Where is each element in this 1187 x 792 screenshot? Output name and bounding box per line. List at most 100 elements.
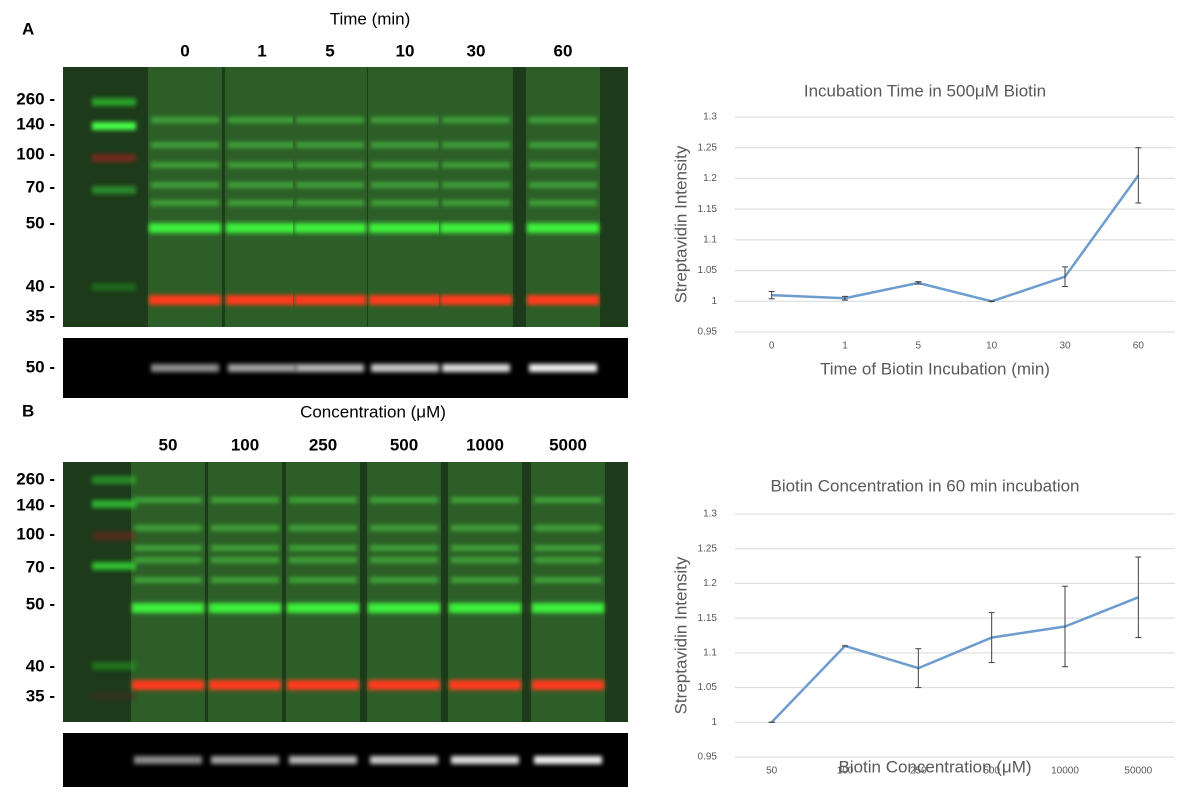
band <box>226 295 298 305</box>
chart-title: Biotin Concentration in 60 min incubatio… <box>770 476 1079 495</box>
lane <box>148 67 222 327</box>
band <box>368 680 440 690</box>
x-tick-label: 10 <box>986 341 998 352</box>
band <box>451 497 519 503</box>
loading-band <box>529 364 597 372</box>
lane <box>367 462 441 722</box>
marker-label: 70 - <box>26 557 55 576</box>
band <box>369 295 441 305</box>
marker-label: 50 - <box>26 213 55 232</box>
loading-band <box>370 756 438 764</box>
band <box>296 200 364 206</box>
y-tick-label: 1.3 <box>703 509 717 520</box>
band <box>228 182 296 188</box>
lane-label: 100 <box>231 435 259 454</box>
y-axis-label: Streptavidin Intensity <box>671 556 690 714</box>
y-tick-label: 0.95 <box>698 327 718 338</box>
x-tick-label: 10000 <box>1051 766 1079 777</box>
lane-label: 5000 <box>549 435 587 454</box>
band <box>289 525 357 531</box>
marker-label: 50 - <box>26 357 55 376</box>
band <box>289 545 357 551</box>
band <box>440 223 512 233</box>
ladder-band <box>92 186 136 194</box>
lane-label: 5 <box>325 41 334 60</box>
band <box>370 557 438 563</box>
lane <box>531 462 605 722</box>
band <box>534 557 602 563</box>
ladder-band <box>92 692 136 700</box>
band <box>211 497 279 503</box>
error-bar <box>1062 266 1068 288</box>
x-axis-label: Biotin Concentration (μM) <box>838 757 1031 776</box>
band <box>289 577 357 583</box>
y-tick-label: 1.25 <box>698 543 718 554</box>
x-axis-label: Time of Biotin Incubation (min) <box>820 359 1050 378</box>
loading-band <box>442 364 510 372</box>
loading-band <box>134 756 202 764</box>
band <box>371 117 439 123</box>
loading-band <box>151 364 219 372</box>
band <box>228 162 296 168</box>
band <box>369 223 441 233</box>
x-tick-label: 1 <box>842 341 848 352</box>
x-tick-label: 50 <box>766 766 778 777</box>
band <box>532 603 604 613</box>
error-bar <box>768 290 775 300</box>
band <box>228 200 296 206</box>
band <box>134 557 202 563</box>
y-tick-label: 1.1 <box>703 234 717 245</box>
band <box>149 223 221 233</box>
band <box>134 577 202 583</box>
band <box>370 525 438 531</box>
y-tick-label: 1.15 <box>698 204 718 215</box>
blot-title: Time (min) <box>330 9 411 28</box>
band <box>442 117 510 123</box>
loading-band <box>371 364 439 372</box>
band <box>527 223 599 233</box>
x-tick-label: 30 <box>1059 341 1071 352</box>
error-bar <box>1135 556 1142 639</box>
y-tick-label: 1.3 <box>703 112 717 123</box>
y-axis-label: Streptavidin Intensity <box>671 145 690 303</box>
band <box>451 525 519 531</box>
lane-label: 1000 <box>466 435 504 454</box>
marker-label: 70 - <box>26 177 55 196</box>
blot-title: Concentration (μM) <box>300 402 446 421</box>
lane-label: 1 <box>257 41 266 60</box>
y-tick-label: 1.25 <box>698 142 718 153</box>
lane <box>286 462 360 722</box>
band <box>294 295 366 305</box>
marker-label: 50 - <box>26 594 55 613</box>
error-bar <box>988 612 995 664</box>
band <box>532 680 604 690</box>
lane-label: 50 <box>159 435 178 454</box>
marker-label: 40 - <box>26 276 55 295</box>
loading-band <box>296 364 364 372</box>
band <box>440 295 512 305</box>
marker-label: 35 - <box>26 306 55 325</box>
band <box>371 162 439 168</box>
band <box>134 525 202 531</box>
lane-label: 0 <box>180 41 189 60</box>
y-tick-label: 1 <box>711 717 717 728</box>
lane-label: 30 <box>467 41 486 60</box>
x-tick-label: 5 <box>916 341 922 352</box>
loading-band <box>228 364 296 372</box>
lane <box>293 67 367 327</box>
band <box>209 603 281 613</box>
marker-label: 140 - <box>16 495 55 514</box>
band <box>151 117 219 123</box>
marker-label: 140 - <box>16 114 55 133</box>
band <box>370 577 438 583</box>
ladder-band <box>92 98 136 106</box>
band <box>534 525 602 531</box>
x-tick-label: 100 <box>837 766 854 777</box>
y-tick-label: 1.05 <box>698 682 718 693</box>
lane-label: 250 <box>309 435 337 454</box>
band <box>442 142 510 148</box>
band <box>289 557 357 563</box>
band <box>529 117 597 123</box>
ladder-band <box>92 532 136 540</box>
